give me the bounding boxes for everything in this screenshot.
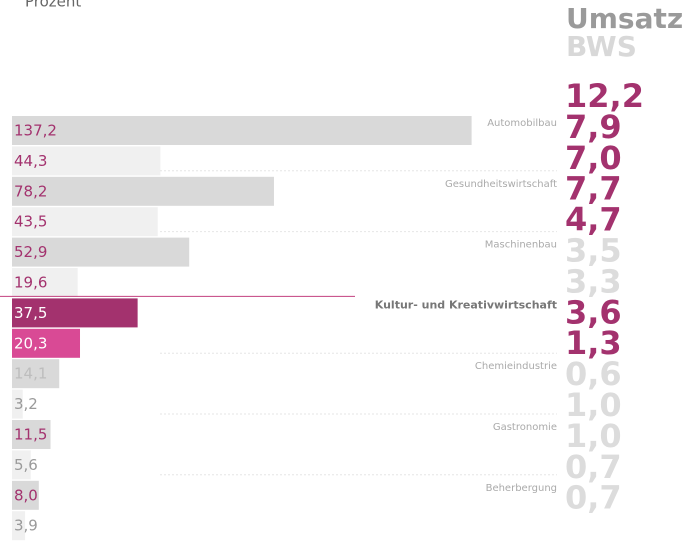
category-label: Gastronomie xyxy=(493,422,557,433)
bar xyxy=(12,298,138,328)
percent-label: 3,5 xyxy=(565,232,622,270)
percent-label: 1,3 xyxy=(565,324,622,362)
value-label: 14,1 xyxy=(14,365,47,383)
value-label: 3,2 xyxy=(14,395,38,413)
header-bws: BWS xyxy=(566,30,637,63)
percent-label: 1,0 xyxy=(565,417,622,455)
chart-title: Prozent xyxy=(25,0,81,11)
percent-label: 3,3 xyxy=(565,262,622,300)
percent-label: 0,7 xyxy=(565,479,622,517)
category-label: Automobilbau xyxy=(487,118,557,129)
value-label: 20,3 xyxy=(14,334,47,352)
value-label: 3,9 xyxy=(14,517,38,535)
bar xyxy=(12,237,190,267)
bar xyxy=(12,207,158,237)
value-label: 11,5 xyxy=(14,426,47,444)
bar xyxy=(12,116,472,145)
bar xyxy=(12,359,60,389)
value-label: 44,3 xyxy=(14,152,47,170)
bar xyxy=(12,146,161,176)
category-label: Beherbergung xyxy=(486,483,557,494)
percent-label: 4,7 xyxy=(565,201,622,239)
percent-label: 7,7 xyxy=(565,170,622,208)
category-label: Gesundheitswirtschaft xyxy=(445,179,557,190)
value-label: 5,6 xyxy=(14,456,38,474)
value-label: 43,5 xyxy=(14,213,47,231)
value-label: 37,5 xyxy=(14,304,47,322)
category-label: Kultur- und Kreativwirtschaft xyxy=(375,298,557,311)
header-umsatz: Umsatz xyxy=(566,2,683,35)
value-label: 78,2 xyxy=(14,182,47,200)
percent-label: 12,2 xyxy=(565,77,644,115)
percent-label: 7,9 xyxy=(565,108,622,146)
bar xyxy=(12,176,274,206)
bar xyxy=(12,450,31,480)
percent-label: 1,0 xyxy=(565,386,622,424)
bar xyxy=(12,389,23,419)
percent-label: 3,6 xyxy=(565,293,622,331)
value-label: 19,6 xyxy=(14,274,47,292)
value-label: 137,2 xyxy=(14,122,57,140)
bar xyxy=(12,480,39,510)
percent-label: 0,6 xyxy=(565,355,622,393)
value-label: 52,9 xyxy=(14,243,47,261)
bar xyxy=(12,420,51,449)
category-label: Chemieindustrie xyxy=(475,361,557,372)
value-label: 8,0 xyxy=(14,486,38,504)
bar xyxy=(12,268,78,297)
percent-label: 7,0 xyxy=(565,139,622,177)
bar xyxy=(12,328,81,358)
bar xyxy=(12,511,26,541)
category-label: Maschinenbau xyxy=(485,240,557,251)
percent-label: 0,7 xyxy=(565,448,622,486)
